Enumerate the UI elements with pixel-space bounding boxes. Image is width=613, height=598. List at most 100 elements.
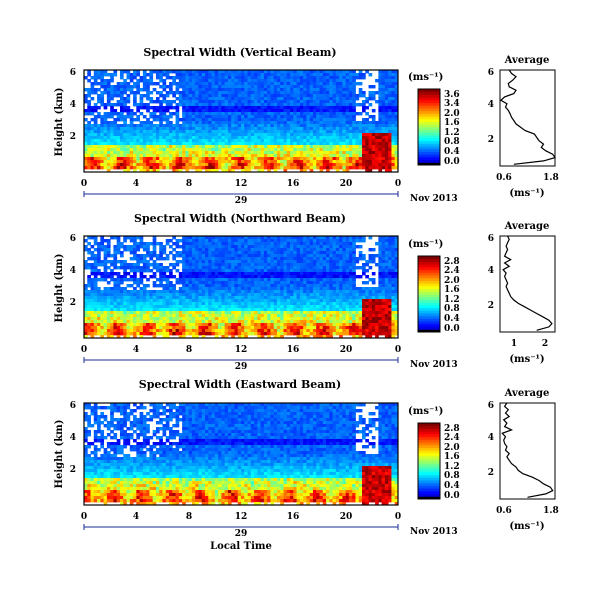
heatmap-cell: [142, 157, 147, 161]
heatmap-cell: [185, 236, 190, 240]
heatmap-cell: [162, 248, 167, 252]
heatmap-cell: [169, 302, 173, 306]
heatmap-cell: [142, 127, 147, 131]
heatmap-cell: [178, 154, 183, 158]
heatmap-cell: [208, 281, 212, 285]
heatmap-cell: [306, 157, 311, 161]
heatmap-cell: [309, 148, 314, 152]
heatmap-cell: [175, 278, 180, 282]
heatmap-cell: [312, 106, 317, 110]
heatmap-cell: [198, 296, 203, 300]
heatmap-cell: [352, 103, 356, 107]
heatmap-cell: [218, 245, 222, 249]
heatmap-cell: [211, 293, 216, 297]
heatmap-cell: [155, 157, 160, 161]
heatmap-cell: [165, 157, 170, 161]
heatmap-cell: [191, 118, 196, 122]
heatmap-cell: [237, 242, 242, 246]
heatmap-cell: [348, 106, 353, 110]
heatmap-cell: [113, 163, 118, 167]
heatmap-cell: [254, 236, 258, 240]
heatmap-cell: [241, 142, 245, 146]
heatmap-cell: [84, 100, 88, 104]
heatmap-cell: [234, 323, 239, 327]
heatmap-cell: [276, 79, 281, 83]
heatmap-cell: [155, 293, 160, 297]
heatmap-cell: [237, 260, 242, 264]
heatmap-cell: [335, 112, 340, 116]
heatmap-cell: [133, 112, 137, 116]
heatmap-cell: [185, 263, 190, 267]
heatmap-cell: [227, 145, 232, 149]
heatmap-cell: [231, 97, 235, 101]
heatmap-cell: [290, 266, 294, 270]
heatmap-cell: [339, 106, 343, 110]
heatmap-cell: [208, 163, 212, 167]
heatmap-cell: [201, 254, 206, 258]
heatmap-cell: [335, 103, 340, 107]
heatmap-cell: [205, 106, 209, 110]
heatmap-cell: [191, 302, 196, 306]
heatmap-cell: [339, 76, 343, 80]
heatmap-cell: [303, 160, 307, 164]
heatmap-cell: [293, 121, 297, 125]
heatmap-cell: [342, 121, 347, 125]
heatmap-cell: [286, 248, 291, 252]
heatmap-cell: [234, 257, 239, 261]
heatmap-cell: [195, 326, 199, 330]
heatmap-cell: [211, 166, 216, 170]
heatmap-cell: [263, 245, 268, 249]
heatmap-cell: [162, 148, 167, 152]
heatmap-cell: [270, 133, 275, 137]
heatmap-cell: [394, 142, 399, 146]
heatmap-cell: [227, 317, 232, 321]
heatmap-cell: [286, 130, 291, 134]
heatmap-cell: [273, 91, 278, 95]
heatmap-cell: [123, 236, 127, 240]
heatmap-cell: [322, 127, 327, 131]
heatmap-cell: [257, 245, 262, 249]
heatmap-cell: [355, 154, 360, 158]
heatmap-cell: [241, 154, 245, 158]
heatmap-cell: [175, 91, 180, 95]
heatmap-cell: [231, 296, 235, 300]
heatmap-cell: [335, 139, 340, 143]
heatmap-cell: [263, 290, 268, 294]
heatmap-cell: [155, 166, 160, 170]
heatmap-cell: [116, 299, 121, 303]
heatmap-cell: [185, 329, 190, 333]
heatmap-cell: [116, 103, 121, 107]
heatmap-cell: [273, 100, 278, 104]
heatmap-cell: [391, 76, 396, 80]
heatmap-cell: [257, 272, 262, 276]
colorbar-segment: [418, 108, 440, 112]
heatmap-cell: [191, 236, 196, 240]
heatmap-cell: [136, 73, 140, 77]
heatmap-cell: [113, 284, 118, 288]
heatmap-cell: [362, 100, 366, 104]
heatmap-cell: [175, 160, 180, 164]
heatmap-cell: [312, 97, 317, 101]
heatmap-cell: [221, 124, 226, 128]
heatmap-cell: [110, 275, 114, 279]
heatmap-cell: [87, 236, 91, 240]
heatmap-cell: [352, 139, 356, 143]
heatmap-cell: [116, 314, 121, 318]
heatmap-cell: [146, 263, 150, 267]
heatmap-cell: [257, 320, 262, 324]
colorbar-segment: [418, 162, 440, 166]
x-tick-label: 12: [235, 179, 248, 189]
heatmap-cell: [169, 239, 173, 243]
heatmap-cell: [119, 266, 124, 270]
heatmap-cell: [205, 320, 209, 324]
heatmap-cell: [162, 323, 167, 327]
heatmap-cell: [198, 76, 203, 80]
heatmap-cell: [110, 272, 114, 276]
heatmap-cell: [165, 281, 170, 285]
heatmap-cell: [191, 106, 196, 110]
heatmap-cell: [136, 136, 140, 140]
heatmap-cell: [362, 154, 366, 158]
heatmap-cell: [119, 251, 124, 255]
heatmap-cell: [211, 91, 216, 95]
heatmap-cell: [283, 157, 288, 161]
